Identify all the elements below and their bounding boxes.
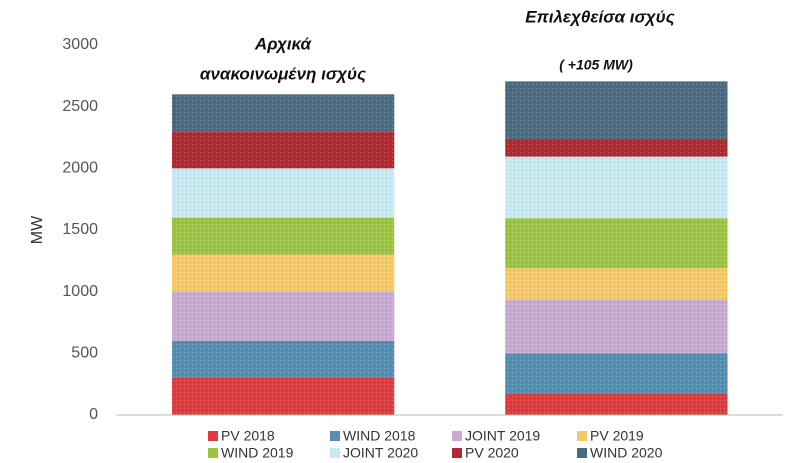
- bar-texture: [505, 394, 728, 415]
- y-tick-label: 2500: [62, 98, 98, 115]
- bar-texture: [505, 218, 728, 269]
- bar-texture: [505, 353, 728, 395]
- y-tick-label: 500: [71, 345, 98, 362]
- bar-texture: [505, 268, 728, 300]
- legend-swatch: [577, 431, 587, 441]
- y-axis-label: MW: [29, 215, 46, 244]
- y-tick-label: 1000: [62, 283, 98, 300]
- annotation: Επιλεχθείσα ισχύς: [525, 7, 674, 26]
- legend-label: PV 2019: [590, 428, 644, 444]
- bar-texture: [505, 299, 728, 354]
- annotation: Αρχικά: [254, 34, 313, 53]
- y-tick-label: 1500: [62, 221, 98, 238]
- legend-label: PV 2018: [221, 428, 275, 444]
- bar-texture: [171, 168, 395, 218]
- legend-label: WIND 2018: [343, 428, 416, 444]
- bar-texture: [171, 131, 395, 169]
- legend-swatch: [208, 448, 218, 458]
- bar-texture: [505, 156, 728, 219]
- legend-label: WIND 2020: [590, 445, 663, 461]
- bar-texture: [171, 291, 395, 341]
- bar-texture: [505, 81, 728, 139]
- legend-swatch: [208, 431, 218, 441]
- bar-texture: [171, 254, 395, 292]
- bar-texture: [505, 138, 728, 157]
- bar-texture: [171, 378, 395, 415]
- annotation: ανακοινωμένη ισχύς: [200, 64, 366, 83]
- legend-swatch: [577, 448, 587, 458]
- legend-label: JOINT 2020: [343, 445, 418, 461]
- legend-swatch: [452, 448, 462, 458]
- legend-swatch: [330, 448, 340, 458]
- y-tick-label: 0: [89, 406, 98, 423]
- annotation: ( +105 MW): [559, 57, 633, 73]
- legend-label: WIND 2019: [221, 445, 294, 461]
- legend-swatch: [330, 431, 340, 441]
- legend-label: PV 2020: [465, 445, 519, 461]
- bar-texture: [171, 217, 395, 255]
- legend-swatch: [452, 431, 462, 441]
- y-tick-label: 3000: [62, 36, 98, 53]
- bar-texture: [171, 341, 395, 378]
- bar-texture: [171, 94, 395, 132]
- legend-label: JOINT 2019: [465, 428, 540, 444]
- y-tick-label: 2000: [62, 160, 98, 177]
